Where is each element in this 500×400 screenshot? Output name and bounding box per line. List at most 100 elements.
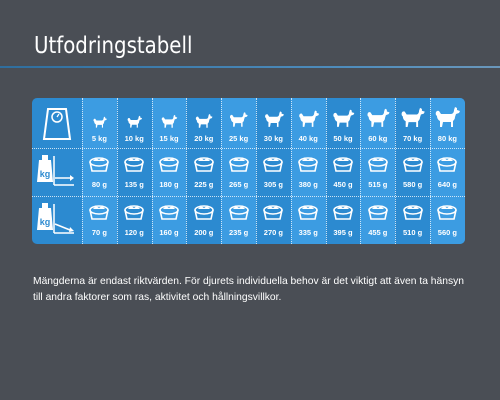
food-bowl-icon <box>89 157 110 172</box>
ration-label: 395 g <box>333 228 353 237</box>
column-divider <box>395 98 397 244</box>
row-divider <box>32 196 465 197</box>
food-bowl-icon <box>159 205 179 220</box>
food-bowl-icon <box>263 157 284 172</box>
food-bowl-icon <box>298 157 318 172</box>
row-icon-cell: kg <box>32 148 82 196</box>
weight-cell: 80 kg <box>430 98 465 148</box>
weight-row: 5 kg 10 kg 15 kg 20 kg 25 kg 30 kg 40 kg 50 kg 6… <box>32 98 465 148</box>
food-bowl-icon <box>263 205 284 220</box>
ration-low-cell: 560 g <box>430 196 465 244</box>
weight-label: 25 kg <box>228 134 249 143</box>
ration-high-cell: 380 g <box>290 148 326 196</box>
ration-label: 270 g <box>263 228 283 237</box>
ration-low-cell: 510 g <box>395 196 430 244</box>
ration-low-cell: 200 g <box>186 196 221 244</box>
food-bowl-icon <box>124 205 144 220</box>
food-bowl-icon <box>333 205 353 220</box>
weight-label: 70 kg <box>402 134 423 143</box>
dog-icon <box>196 113 213 128</box>
weight-label: 10 kg <box>124 134 144 143</box>
ration-label: 455 g <box>368 228 388 237</box>
ration-high-cell: 225 g <box>186 148 221 196</box>
weight-cell: 15 kg <box>151 98 187 148</box>
row-divider <box>32 148 465 149</box>
svg-text:kg: kg <box>40 169 51 179</box>
row-icon-cell: kg <box>32 196 82 244</box>
scale-icon <box>42 108 72 140</box>
page-title: Utfodringstabell <box>34 33 193 59</box>
weight-cell: 10 kg <box>117 98 152 148</box>
weight-label: 5 kg <box>91 134 107 143</box>
ration-label: 70 g <box>91 228 107 237</box>
dog-icon <box>127 115 142 128</box>
ration-low-cell: 270 g <box>256 196 291 244</box>
ration-high-cell: 450 g <box>326 148 361 196</box>
ration-high-cell: 580 g <box>395 148 430 196</box>
dog-icon <box>367 108 390 128</box>
ration-label: 80 g <box>91 180 107 189</box>
food-bowl-icon <box>437 157 458 172</box>
ration-row-low: kg 70 g 120 g 160 g 200 g 235 g 270 g 335 g 395 … <box>32 196 465 244</box>
ration-high-cell: 305 g <box>256 148 291 196</box>
ration-label: 335 g <box>298 228 318 237</box>
feeding-table: 5 kg 10 kg 15 kg 20 kg 25 kg 30 kg 40 kg 50 kg 6… <box>32 98 465 244</box>
ration-label: 160 g <box>159 228 179 237</box>
ration-label: 510 g <box>402 228 423 237</box>
ration-low-cell: 235 g <box>221 196 256 244</box>
column-divider <box>116 98 118 244</box>
ration-label: 450 g <box>333 180 353 189</box>
weight-label: 15 kg <box>159 134 179 143</box>
dog-icon <box>264 111 284 128</box>
food-bowl-icon <box>193 157 214 172</box>
column-divider <box>325 98 327 244</box>
dog-icon <box>436 107 461 127</box>
ration-label: 580 g <box>402 180 423 189</box>
weight-label: 30 kg <box>263 134 283 143</box>
ration-low-cell: 120 g <box>117 196 152 244</box>
column-divider <box>256 98 257 244</box>
food-bowl-icon <box>333 157 353 172</box>
ration-low-cell: 395 g <box>326 196 361 244</box>
ration-label: 225 g <box>194 180 214 189</box>
title-rule <box>0 66 500 68</box>
ration-label: 180 g <box>159 180 179 189</box>
weight-cell: 5 kg <box>82 98 117 148</box>
ration-row-high: kg 80 g 135 g 180 g 225 g 265 g 305 g 380 g 450 … <box>32 148 465 196</box>
ration-label: 200 g <box>194 228 214 237</box>
column-divider <box>82 98 83 244</box>
bowl-scale-icon: kg <box>37 155 74 186</box>
dog-icon <box>298 110 319 128</box>
ration-label: 380 g <box>298 180 318 189</box>
weight-cell: 50 kg <box>326 98 361 148</box>
ration-high-cell: 135 g <box>117 148 152 196</box>
column-divider <box>221 98 223 244</box>
info-note: Mängderna är endast riktvärden. För djur… <box>33 276 464 303</box>
ration-low-cell: 160 g <box>151 196 187 244</box>
food-bowl-icon <box>402 205 423 220</box>
row-icon-cell <box>32 98 82 148</box>
weight-cell: 30 kg <box>256 98 291 148</box>
ration-label: 305 g <box>263 180 283 189</box>
ration-label: 515 g <box>368 180 388 189</box>
ration-label: 235 g <box>228 228 249 237</box>
ration-label: 640 g <box>437 180 457 189</box>
food-bowl-icon <box>124 157 144 172</box>
weight-label: 80 kg <box>437 134 457 143</box>
food-bowl-icon <box>402 157 423 172</box>
ration-low-cell: 455 g <box>360 196 396 244</box>
column-divider <box>186 98 188 244</box>
weight-cell: 25 kg <box>221 98 256 148</box>
weight-label: 60 kg <box>368 134 388 143</box>
ration-high-cell: 515 g <box>360 148 396 196</box>
ration-low-cell: 335 g <box>290 196 326 244</box>
column-divider <box>290 98 292 244</box>
food-bowl-icon <box>193 205 214 220</box>
weight-cell: 20 kg <box>186 98 221 148</box>
ration-label: 120 g <box>124 228 144 237</box>
weight-label: 50 kg <box>333 134 353 143</box>
ration-label: 135 g <box>124 180 144 189</box>
column-divider <box>430 98 431 244</box>
ration-high-cell: 80 g <box>82 148 117 196</box>
food-bowl-icon <box>367 205 388 220</box>
